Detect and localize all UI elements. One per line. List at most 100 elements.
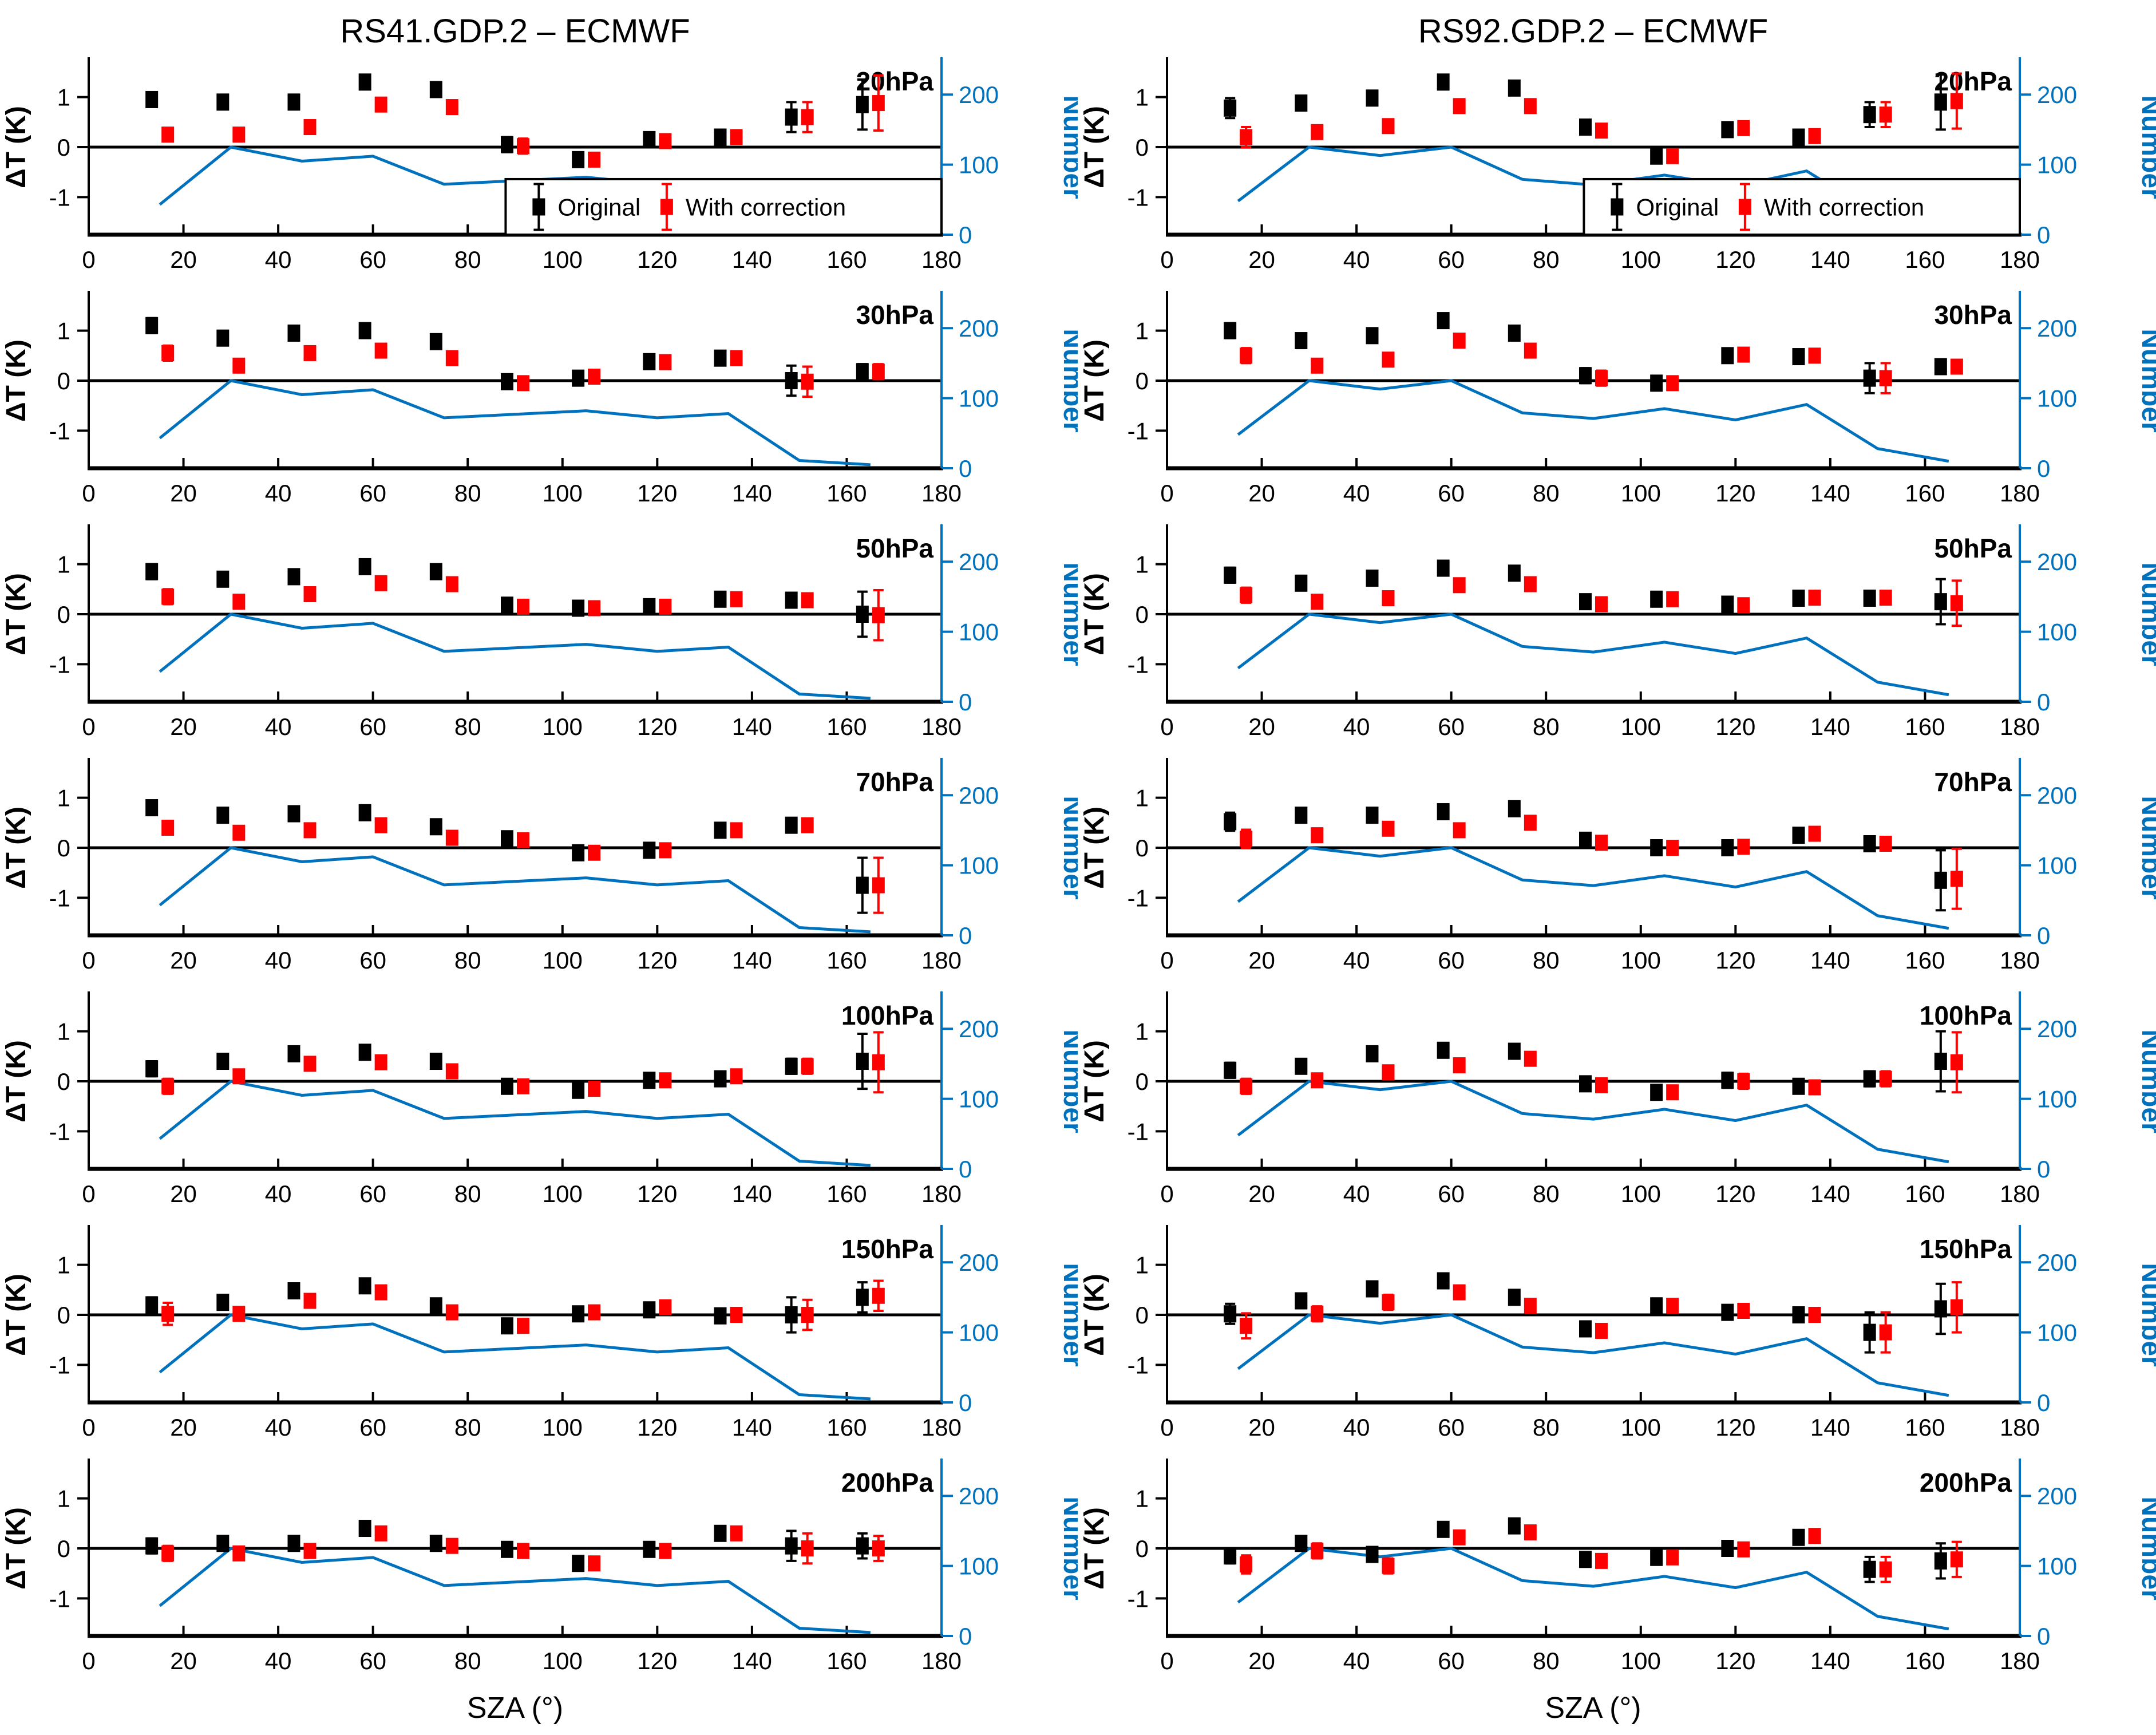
svg-text:0: 0 — [2037, 689, 2050, 716]
svg-text:160: 160 — [1905, 947, 1945, 974]
svg-text:120: 120 — [637, 246, 677, 273]
svg-text:60: 60 — [1438, 1647, 1465, 1674]
svg-text:120: 120 — [1715, 1647, 1755, 1674]
number-line — [1237, 1313, 1949, 1397]
number-line — [1237, 1547, 1949, 1631]
series-with-correction — [1239, 1031, 1963, 1101]
svg-text:100: 100 — [543, 947, 583, 974]
legend-label-with-correction: With correction — [686, 193, 846, 220]
y-axis-label-right: Number — [1058, 329, 1078, 432]
svg-text:180: 180 — [1999, 713, 2039, 740]
y-axis-label-left: ΔT (K) — [1, 1274, 31, 1356]
series-with-correction — [1239, 815, 1963, 910]
svg-text:1: 1 — [57, 785, 70, 812]
svg-text:20: 20 — [1248, 1180, 1275, 1207]
svg-text:0: 0 — [57, 1068, 70, 1095]
svg-text:180: 180 — [921, 1180, 962, 1207]
svg-text:200: 200 — [2037, 1249, 2077, 1276]
svg-text:1: 1 — [57, 1252, 70, 1279]
svg-text:1: 1 — [1135, 785, 1148, 812]
svg-text:-1: -1 — [1127, 184, 1148, 211]
pressure-label: 100hPa — [841, 1001, 934, 1030]
svg-text:0: 0 — [1160, 1647, 1173, 1674]
svg-text:100: 100 — [543, 1647, 583, 1674]
svg-text:60: 60 — [1438, 246, 1465, 273]
svg-text:0: 0 — [2037, 1389, 2050, 1416]
svg-text:180: 180 — [921, 713, 962, 740]
svg-text:180: 180 — [1999, 947, 2039, 974]
svg-text:1: 1 — [1135, 1252, 1148, 1279]
svg-text:60: 60 — [1438, 1180, 1465, 1207]
svg-text:0: 0 — [2037, 455, 2050, 482]
svg-text:100: 100 — [543, 1180, 583, 1207]
svg-text:0: 0 — [959, 689, 972, 716]
y-axis-label-left: ΔT (K) — [1079, 1040, 1110, 1123]
svg-text:80: 80 — [1532, 713, 1559, 740]
svg-text:100: 100 — [959, 1553, 999, 1580]
subplot-rs92-200hPa: 1 0 -1 0 100 200 0 20 40 60 80 100 120 140 160 180 ΔT (K… — [1078, 1457, 2156, 1691]
svg-text:20: 20 — [170, 1647, 197, 1674]
svg-text:120: 120 — [637, 713, 677, 740]
svg-text:0: 0 — [2037, 1156, 2050, 1183]
y-axis-label-right: Number — [1058, 1029, 1078, 1133]
subplot-svg: 1 0 -1 0 100 200 0 20 40 60 80 100 120 140 160 180 ΔT (K… — [1079, 1225, 2156, 1441]
svg-text:0: 0 — [1160, 947, 1173, 974]
svg-text:160: 160 — [826, 480, 867, 507]
series-original — [145, 1032, 869, 1099]
svg-text:60: 60 — [359, 1180, 386, 1207]
svg-text:60: 60 — [359, 246, 386, 273]
svg-text:60: 60 — [1438, 480, 1465, 507]
svg-text:100: 100 — [543, 246, 583, 273]
subplot-rs41-70hPa: 1 0 -1 0 100 200 0 20 40 60 80 100 120 140 160 180 ΔT (K… — [0, 757, 1078, 990]
svg-text:140: 140 — [732, 480, 772, 507]
svg-text:40: 40 — [265, 947, 292, 974]
svg-text:80: 80 — [1532, 947, 1559, 974]
svg-text:0: 0 — [82, 713, 95, 740]
pressure-label: 30hPa — [1934, 300, 2012, 330]
y-axis-label-right: Number — [2136, 1029, 2156, 1133]
series-original — [1223, 73, 1947, 165]
svg-text:180: 180 — [921, 480, 962, 507]
y-axis-label-left: ΔT (K) — [1079, 106, 1110, 188]
svg-text:0: 0 — [1160, 246, 1173, 273]
svg-text:80: 80 — [454, 246, 481, 273]
svg-text:0: 0 — [1135, 1535, 1148, 1562]
svg-text:20: 20 — [170, 480, 197, 507]
number-line — [1237, 846, 1949, 930]
y-axis-label-left: ΔT (K) — [1, 106, 31, 188]
subplot-rs92-70hPa: 1 0 -1 0 100 200 0 20 40 60 80 100 120 140 160 180 ΔT (K… — [1078, 757, 2156, 990]
series-with-correction — [161, 1279, 885, 1334]
pressure-label: 70hPa — [856, 767, 933, 797]
svg-text:80: 80 — [454, 947, 481, 974]
y-axis-label-left: ΔT (K) — [1079, 1274, 1110, 1356]
svg-text:160: 160 — [826, 947, 867, 974]
svg-text:-1: -1 — [1127, 884, 1148, 911]
svg-text:100: 100 — [1620, 713, 1660, 740]
subplot-rs41-150hPa: 1 0 -1 0 100 200 0 20 40 60 80 100 120 140 160 180 ΔT (K… — [0, 1224, 1078, 1457]
svg-text:100: 100 — [1620, 947, 1660, 974]
series-original — [145, 1277, 869, 1335]
svg-text:80: 80 — [454, 480, 481, 507]
number-line — [159, 846, 871, 934]
number-line — [159, 1313, 871, 1401]
svg-text:0: 0 — [57, 835, 70, 861]
axes: 1 0 -1 0 100 200 0 20 40 60 80 100 120 140 160 180 ΔT (K… — [1079, 291, 2156, 507]
svg-text:140: 140 — [1810, 1414, 1850, 1441]
subplot-svg: 1 0 -1 0 100 200 0 20 40 60 80 100 120 140 160 180 ΔT (K… — [1079, 57, 2156, 273]
pressure-label: 50hPa — [1934, 533, 2012, 563]
svg-text:140: 140 — [1810, 713, 1850, 740]
svg-text:100: 100 — [543, 1414, 583, 1441]
series-original — [1223, 1272, 1947, 1354]
svg-text:100: 100 — [2037, 852, 2077, 879]
svg-text:40: 40 — [1343, 947, 1370, 974]
svg-text:0: 0 — [1160, 1414, 1173, 1441]
svg-text:160: 160 — [826, 1414, 867, 1441]
subplot-rs41-100hPa: 1 0 -1 0 100 200 0 20 40 60 80 100 120 140 160 180 ΔT (K… — [0, 990, 1078, 1224]
svg-text:-1: -1 — [49, 1585, 70, 1612]
svg-text:40: 40 — [265, 480, 292, 507]
y-axis-label-left: ΔT (K) — [1, 1507, 31, 1590]
svg-text:0: 0 — [1160, 1180, 1173, 1207]
axes: 1 0 -1 0 100 200 0 20 40 60 80 100 120 140 160 180 ΔT (K… — [1079, 1225, 2156, 1441]
svg-text:180: 180 — [1999, 480, 2039, 507]
svg-text:0: 0 — [57, 367, 70, 394]
